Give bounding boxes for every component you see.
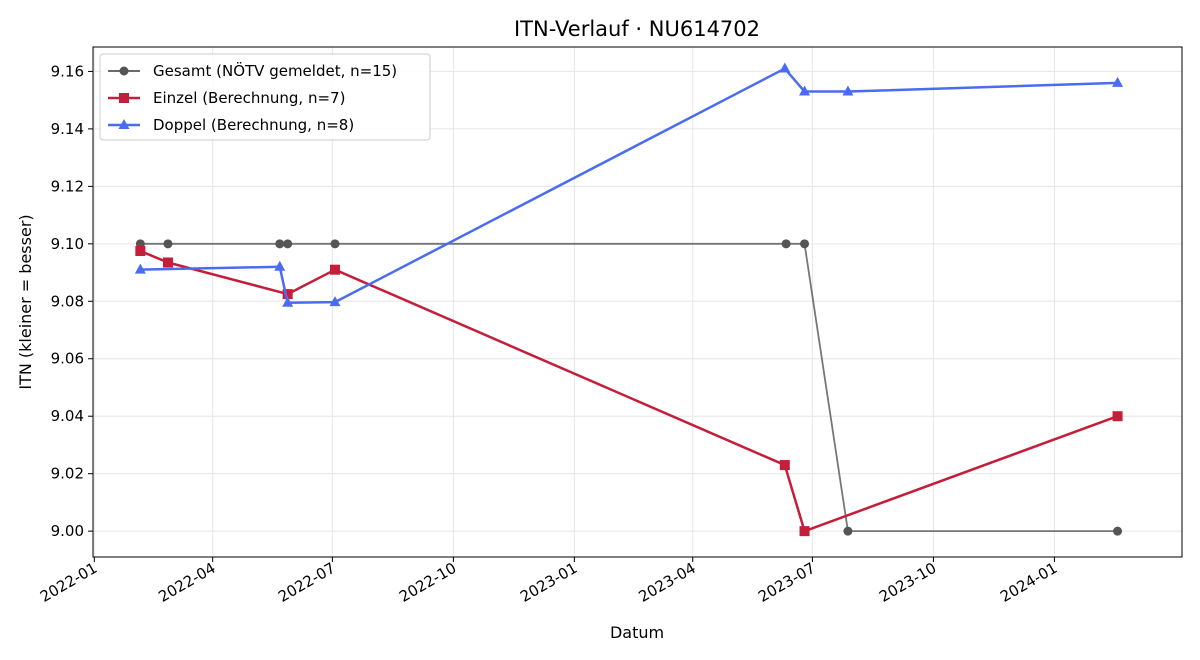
data-point-gesamt [843,526,853,536]
x-tick-label: 2022-07 [275,559,338,606]
legend: Gesamt (NÖTV gemeldet, n=15) Einzel (Bere… [99,53,431,141]
data-point-einzel [779,460,790,471]
data-point-doppel [329,296,341,307]
series-doppel [134,62,1124,307]
series-line-doppel [140,67,1118,304]
y-tick-label: 9.10 [51,235,84,253]
y-tick-label: 9.02 [51,465,84,483]
y-tick-label: 9.00 [51,522,84,540]
data-point-gesamt [800,239,810,249]
series-einzel [135,246,1123,537]
data-point-doppel [274,260,286,271]
legend-label-doppel: Doppel (Berechnung, n=8) [153,116,354,134]
data-point-doppel [842,85,854,96]
x-tick-label: 2022-04 [155,559,218,606]
data-point-doppel [1112,76,1124,87]
x-tick-label: 2023-10 [876,559,939,606]
data-point-einzel [799,526,810,537]
legend-box [99,53,431,141]
y-tick-label: 9.14 [51,120,84,138]
plot-frame [92,46,1183,558]
data-point-einzel [1112,411,1123,422]
data-point-einzel [162,257,173,268]
data-point-gesamt [283,239,293,249]
y-tick-label: 9.06 [51,350,84,368]
x-tick-label: 2023-07 [755,559,818,606]
y-tick-label: 9.16 [51,62,84,80]
x-tick-label: 2024-01 [997,559,1060,606]
data-point-doppel [282,296,294,307]
data-point-gesamt [275,239,285,249]
data-point-einzel [282,289,293,300]
legend-swatch-marker [119,66,129,76]
data-point-gesamt [163,239,173,249]
legend-label-gesamt: Gesamt (NÖTV gemeldet, n=15) [153,61,397,80]
x-tick-label: 2023-01 [517,559,580,606]
data-point-doppel [779,62,791,73]
x-axis-label: Datum [610,623,664,642]
y-axis-label: ITN (kleiner = besser) [16,214,35,389]
chart-title: ITN-Verlauf · NU614702 [514,17,760,41]
legend-swatch-marker [119,93,129,103]
y-tick-label: 9.08 [51,292,84,310]
x-axis: 2022-01 2022-04 2022-07 2022-10 2023-01 2023-… [37,557,1060,606]
y-tick-label: 9.04 [51,407,84,425]
data-point-doppel [134,263,146,274]
x-tick-label: 2022-10 [396,559,459,606]
series-line-gesamt [140,242,1118,533]
data-point-einzel [135,246,146,256]
y-axis: 9.00 9.02 9.04 9.06 9.08 9.10 9.12 9.14 9.16 [51,62,93,540]
data-point-gesamt [781,239,791,249]
y-tick-label: 9.12 [51,177,84,195]
series-layer [134,62,1124,537]
series-gesamt [135,239,1123,536]
legend-label-einzel: Einzel (Berechnung, n=7) [153,89,345,107]
x-tick-label: 2023-04 [635,559,698,606]
data-point-einzel [330,264,340,275]
data-point-gesamt [1113,526,1123,536]
data-point-doppel [799,85,811,96]
data-point-gesamt [330,239,340,249]
x-tick-label: 2022-01 [37,559,100,606]
legend-swatch-marker [118,119,130,129]
